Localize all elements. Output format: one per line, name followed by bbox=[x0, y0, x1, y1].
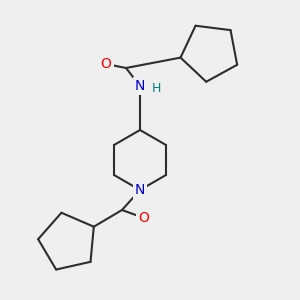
Text: H: H bbox=[151, 82, 161, 94]
Text: O: O bbox=[100, 57, 111, 71]
Text: N: N bbox=[135, 79, 145, 93]
Text: N: N bbox=[135, 183, 145, 197]
Text: O: O bbox=[139, 211, 149, 225]
